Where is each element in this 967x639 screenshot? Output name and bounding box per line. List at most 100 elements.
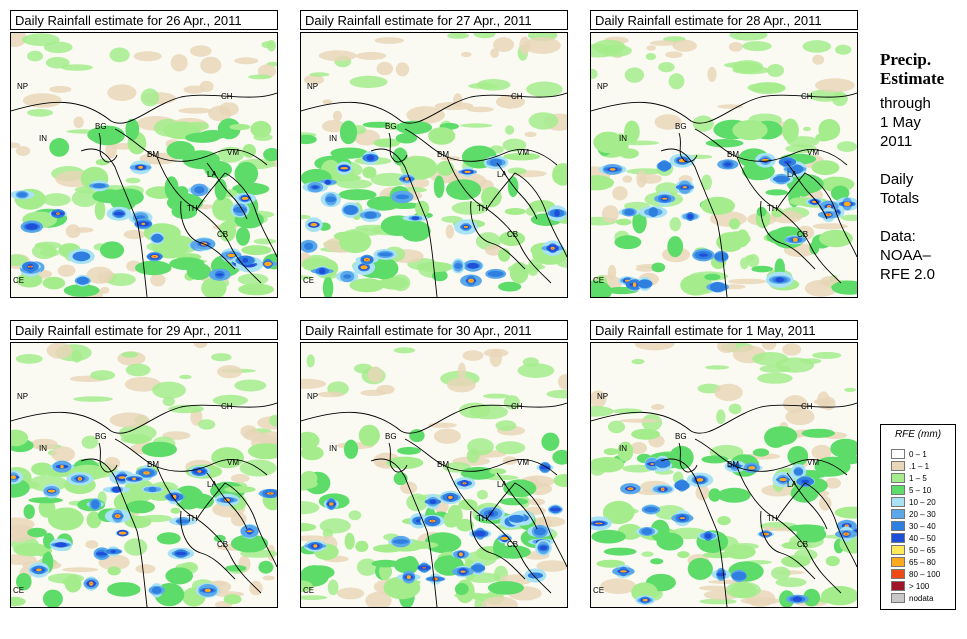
rain-patch — [309, 72, 330, 77]
rain-patch — [339, 120, 358, 145]
rain-patch — [462, 350, 484, 361]
country-border — [370, 148, 438, 297]
country-label-cb: CB — [797, 540, 808, 549]
rain-cell — [395, 194, 409, 200]
rain-patch — [253, 238, 277, 245]
legend-label: 40 – 50 — [909, 534, 936, 543]
rain-patch — [730, 582, 756, 599]
rain-patch — [509, 261, 529, 284]
country-border — [156, 156, 262, 284]
legend-swatch — [891, 485, 905, 495]
country-label-ch: CH — [221, 402, 233, 411]
rain-patch — [447, 33, 469, 39]
rain-cell — [554, 209, 560, 217]
rain-cell — [698, 253, 708, 257]
rain-cell — [423, 567, 426, 569]
country-label-ch: CH — [801, 402, 813, 411]
rain-patch — [90, 370, 116, 381]
country-label-ch: CH — [221, 92, 233, 101]
rain-patch — [107, 84, 137, 101]
rain-patch — [225, 565, 247, 572]
rain-patch — [481, 186, 502, 208]
country-border — [786, 472, 828, 530]
rain-patch — [461, 51, 472, 57]
rain-patch — [304, 74, 324, 85]
rain-cell — [216, 273, 224, 277]
map-canvas: NP IN BG CH BM LA VM TH CB CE — [11, 33, 277, 297]
rain-patch — [301, 522, 317, 532]
rain-patch — [602, 500, 635, 525]
rain-patch — [844, 387, 857, 392]
rain-cell — [113, 211, 125, 216]
rain-patch — [107, 566, 121, 576]
rain-patch — [162, 396, 175, 407]
rain-patch — [669, 217, 681, 232]
rain-cell — [682, 186, 687, 189]
country-label-bg: BG — [385, 122, 397, 131]
rain-patch — [263, 148, 277, 162]
country-label-la: LA — [787, 170, 797, 179]
country-label-cb: CB — [507, 540, 518, 549]
rain-patch — [695, 273, 708, 294]
rain-patch — [261, 41, 275, 49]
country-border — [470, 200, 526, 270]
rain-cell — [365, 259, 369, 261]
legend-label: 50 – 65 — [909, 546, 936, 555]
rain-cell — [360, 265, 368, 270]
country-border — [388, 132, 408, 163]
rain-patch — [536, 560, 567, 572]
rain-patch — [355, 51, 387, 60]
rain-patch — [393, 347, 416, 354]
rain-patch — [528, 498, 546, 506]
rain-cell — [845, 533, 848, 535]
legend: RFE (mm) 0 – 1 .1 – 1 1 – 5 5 – 10 10 – 20 20… — [880, 424, 956, 610]
rain-cell — [696, 478, 704, 482]
rain-patch — [705, 365, 729, 370]
country-border — [694, 438, 848, 476]
rain-patch — [724, 231, 751, 247]
rain-patch — [717, 516, 731, 526]
country-label-la: LA — [787, 480, 797, 489]
rain-patch — [386, 456, 424, 469]
rain-cell — [474, 531, 486, 537]
rain-patch — [495, 441, 526, 455]
rain-patch — [747, 82, 785, 93]
rain-patch — [812, 351, 842, 359]
country-border — [206, 472, 248, 530]
rain-patch — [825, 477, 841, 489]
rain-patch — [765, 189, 788, 196]
rain-patch — [81, 435, 99, 449]
rain-patch — [170, 54, 188, 72]
rain-patch — [135, 260, 172, 276]
rain-patch — [230, 512, 247, 527]
rain-patch — [62, 567, 99, 573]
rain-cell — [748, 466, 756, 470]
rain-patch — [528, 112, 559, 130]
legend-label: .1 – 1 — [909, 462, 930, 471]
rain-patch — [179, 374, 192, 380]
legend-label: 30 – 40 — [909, 522, 936, 531]
rain-patch — [835, 44, 852, 55]
rain-patch — [782, 118, 799, 143]
country-label-cb: CB — [217, 540, 228, 549]
rain-patch — [599, 44, 632, 57]
map-panel-30-apr: Daily Rainfall estimate for 30 Apr., 201… — [300, 320, 568, 608]
rain-patch — [704, 273, 721, 281]
country-label-bg: BG — [675, 432, 687, 441]
rain-patch — [387, 202, 422, 209]
country-border — [736, 156, 842, 284]
legend-swatch — [891, 569, 905, 579]
rain-cell — [828, 206, 830, 208]
rain-cell — [793, 468, 803, 476]
rain-patch — [707, 66, 717, 82]
country-label-in: IN — [619, 444, 627, 453]
rain-patch — [73, 396, 113, 402]
rain-patch — [301, 134, 317, 145]
country-label-bg: BG — [95, 122, 107, 131]
rain-cell — [533, 527, 546, 536]
rain-patch — [428, 127, 456, 145]
legend-label: > 100 — [909, 582, 930, 591]
rain-cell — [508, 514, 525, 523]
rain-patch — [87, 126, 124, 144]
data-line-2: NOAA– — [880, 247, 931, 264]
